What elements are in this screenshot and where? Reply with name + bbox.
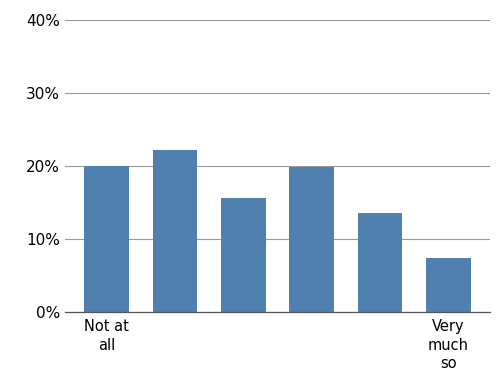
Bar <box>358 213 403 312</box>
Bar <box>84 166 129 312</box>
Bar <box>426 258 470 312</box>
Bar <box>290 167 334 312</box>
Bar <box>152 150 197 312</box>
Bar <box>221 198 266 312</box>
